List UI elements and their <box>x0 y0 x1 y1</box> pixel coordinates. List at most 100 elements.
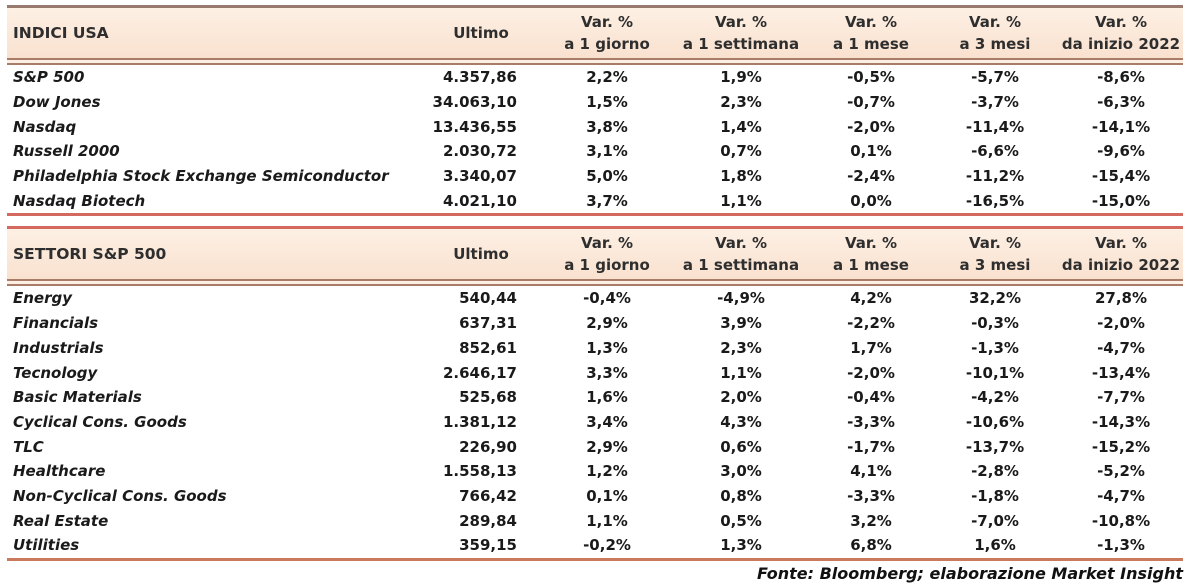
pct-value: -3,7% <box>971 93 1019 112</box>
table-row: Energy 540,44 -0,4% -4,9% 4,2% 32,2% 27,8% <box>7 286 1183 311</box>
table-row: Philadelphia Stock Exchange Semiconducto… <box>7 164 1183 189</box>
row-label: Non-Cyclical Cons. Goods <box>13 486 227 505</box>
source-note: Fonte: Bloomberg; elaborazione Market In… <box>757 563 1183 583</box>
row-label: Energy <box>13 289 73 308</box>
pct-value: -16,5% <box>965 191 1025 210</box>
pct-value: -0,7% <box>847 93 895 112</box>
pct-value: -4,2% <box>971 388 1019 407</box>
pct-value: 27,8% <box>1094 289 1148 308</box>
pct-value: 1,1% <box>720 363 762 382</box>
pct-value: -6,3% <box>1097 93 1145 112</box>
table-row: Basic Materials 525,68 1,6% 2,0% -0,4% -4,2% -… <box>7 385 1183 410</box>
row-label: Dow Jones <box>13 93 101 112</box>
column-header-var-1-mese: Var. % a 1 mese <box>811 229 931 287</box>
table-row: Real Estate 289,84 1,1% 0,5% 3,2% -7,0% -10,8% <box>7 508 1183 533</box>
pct-value: -11,4% <box>965 117 1025 136</box>
pct-value: 0,5% <box>720 511 762 530</box>
pct-value: 1,8% <box>720 167 762 186</box>
indici-usa-section: INDICI USA Ultimo Var. % a 1 giorno Var.… <box>7 5 1183 217</box>
table-row: Dow Jones 34.063,10 1,5% 2,3% -0,7% -3,7% -6,3… <box>7 90 1183 115</box>
pct-value: 0,1% <box>586 486 628 505</box>
pct-value: -14,1% <box>1091 117 1151 136</box>
column-header-var-1-giorno: Var. % a 1 giorno <box>543 8 671 65</box>
ultimo-value: 852,61 <box>459 338 517 357</box>
row-label: Nasdaq Biotech <box>13 191 146 210</box>
ultimo-value: 637,31 <box>459 314 517 333</box>
pct-value: -0,5% <box>847 68 895 87</box>
ultimo-value: 2.030,72 <box>442 142 517 161</box>
pct-value: 1,3% <box>720 536 762 555</box>
table-title: INDICI USA <box>7 8 419 65</box>
row-label: Cyclical Cons. Goods <box>13 412 187 431</box>
row-label: Philadelphia Stock Exchange Semiconducto… <box>13 167 389 186</box>
pct-value: -9,6% <box>1097 142 1145 161</box>
pct-value: 3,1% <box>586 142 628 161</box>
pct-value: 3,7% <box>586 191 628 210</box>
table-row: Healthcare 1.558,13 1,2% 3,0% 4,1% -2,8% -5,2% <box>7 459 1183 484</box>
table-row: TLC 226,90 2,9% 0,6% -1,7% -13,7% -15,2% <box>7 434 1183 459</box>
column-header-var-3-mesi: Var. % a 3 mesi <box>931 8 1059 65</box>
pct-value: -1,3% <box>971 338 1019 357</box>
row-label: TLC <box>13 437 44 456</box>
period-label: a 1 mese <box>833 256 909 275</box>
pct-value: -3,3% <box>847 486 895 505</box>
pct-value: 4,2% <box>850 289 892 308</box>
column-header-var-3-mesi: Var. % a 3 mesi <box>931 229 1059 287</box>
pct-value: -2,0% <box>847 117 895 136</box>
pct-value: -2,2% <box>847 314 895 333</box>
pct-value: 1,1% <box>586 511 628 530</box>
row-label: Utilities <box>13 536 80 555</box>
row-label: Nasdaq <box>13 117 77 136</box>
ultimo-value: 540,44 <box>459 289 517 308</box>
table-row: Tecnology 2.646,17 3,3% 1,1% -2,0% -10,1% -13,… <box>7 360 1183 385</box>
pct-value: 6,8% <box>850 536 892 555</box>
period-label: da inizio 2022 <box>1061 256 1181 275</box>
pct-value: 0,6% <box>720 437 762 456</box>
var-percent-label: Var. % <box>580 234 634 253</box>
pct-value: 3,8% <box>586 117 628 136</box>
pct-value: -7,7% <box>1097 388 1145 407</box>
row-label: Real Estate <box>13 511 109 530</box>
pct-value: -4,7% <box>1097 338 1145 357</box>
period-label: da inizio 2022 <box>1061 35 1181 53</box>
column-header-ultimo: Ultimo <box>419 8 543 65</box>
pct-value: 5,0% <box>586 167 628 186</box>
ultimo-value: 289,84 <box>459 511 517 530</box>
pct-value: 0,1% <box>850 142 892 161</box>
pct-value: 2,3% <box>720 338 762 357</box>
period-label: a 1 mese <box>833 35 909 53</box>
ultimo-value: 1.381,12 <box>442 412 517 431</box>
pct-value: -4,7% <box>1097 486 1145 505</box>
pct-value: 2,9% <box>586 437 628 456</box>
header-row: INDICI USA Ultimo Var. % a 1 giorno Var.… <box>7 8 1183 65</box>
indici-usa-table: INDICI USA Ultimo Var. % a 1 giorno Var.… <box>7 8 1183 213</box>
row-label: Healthcare <box>13 462 106 481</box>
ultimo-value: 226,90 <box>459 437 517 456</box>
pct-value: -7,0% <box>971 511 1019 530</box>
pct-value: -4,9% <box>717 289 765 308</box>
pct-value: 2,0% <box>720 388 762 407</box>
pct-value: 32,2% <box>968 289 1022 308</box>
var-percent-label: Var. % <box>1094 13 1148 31</box>
var-percent-label: Var. % <box>968 13 1022 31</box>
pct-value: -10,6% <box>965 412 1025 431</box>
column-header-var-1-settimana: Var. % a 1 settimana <box>671 8 811 65</box>
var-percent-label: Var. % <box>714 13 768 31</box>
pct-value: -2,0% <box>1097 314 1145 333</box>
pct-value: -8,6% <box>1097 68 1145 87</box>
pct-value: -5,2% <box>1097 462 1145 481</box>
row-label: Russell 2000 <box>13 142 120 161</box>
pct-value: 2,3% <box>720 93 762 112</box>
pct-value: -15,2% <box>1091 437 1151 456</box>
header-row: SETTORI S&P 500 Ultimo Var. % a 1 giorno… <box>7 229 1183 287</box>
pct-value: -3,3% <box>847 412 895 431</box>
pct-value: -2,8% <box>971 462 1019 481</box>
settori-sp500-section: SETTORI S&P 500 Ultimo Var. % a 1 giorno… <box>7 226 1183 561</box>
table-row: Nasdaq Biotech 4.021,10 3,7% 1,1% 0,0% -16,5%… <box>7 188 1183 213</box>
pct-value: -6,6% <box>971 142 1019 161</box>
var-percent-label: Var. % <box>714 234 768 253</box>
pct-value: -13,4% <box>1091 363 1151 382</box>
ultimo-value: 4.021,10 <box>442 191 517 210</box>
pct-value: 3,9% <box>720 314 762 333</box>
pct-value: -2,4% <box>847 167 895 186</box>
